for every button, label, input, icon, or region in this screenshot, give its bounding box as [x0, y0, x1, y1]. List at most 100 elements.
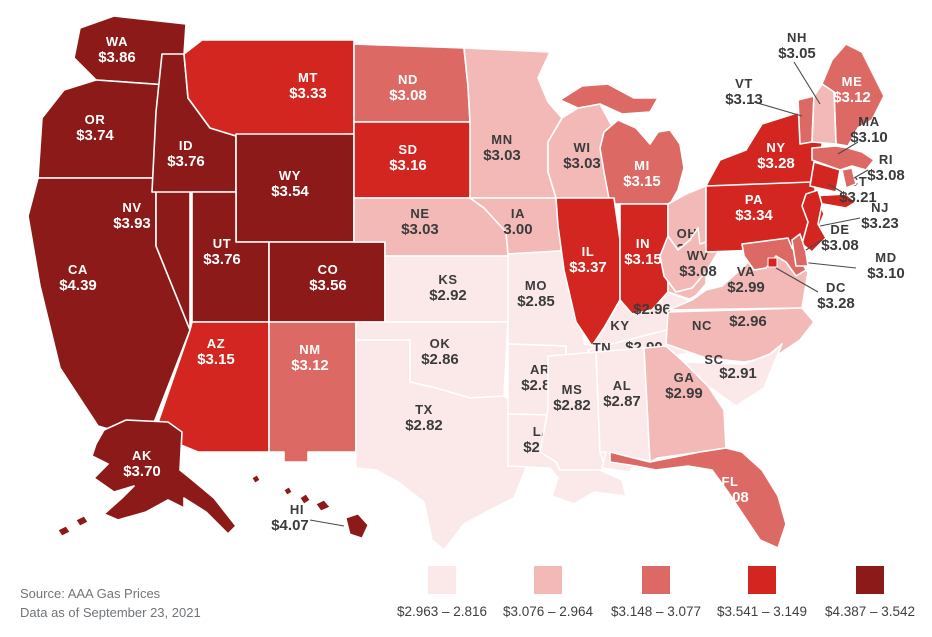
- legend-swatch-2: [534, 566, 562, 594]
- state-dc: DC $3.28: [767, 257, 855, 312]
- legend-swatch-4: [748, 566, 776, 594]
- legend-label-2: $3.076 – 2.964: [502, 604, 594, 619]
- state-mt: MT $3.33: [183, 39, 355, 137]
- state-mt-abbr: MT: [298, 70, 318, 85]
- state-ct-leader-line: [827, 183, 843, 193]
- state-sd: SD $3.16: [353, 121, 477, 199]
- state-in-abbr: IN: [636, 236, 650, 251]
- source-line-2: Data as of September 23, 2021: [20, 605, 201, 620]
- state-hi: HI $4.07: [251, 474, 369, 539]
- state-ar-abbr: AR: [530, 362, 550, 377]
- state-mn-price: $3.03: [483, 147, 521, 164]
- state-ca-price: $4.39: [59, 277, 97, 294]
- state-fl-abbr: FL: [721, 474, 738, 489]
- state-nd-price: $3.08: [389, 87, 427, 104]
- state-sc: SC $2.91: [683, 343, 783, 407]
- state-sd-abbr: SD: [398, 142, 417, 157]
- source-line-1: Source: AAA Gas Prices: [20, 586, 161, 601]
- state-ri-leader-line: [853, 169, 869, 179]
- us-choropleth-svg: WA $3.86 OR $3.74 CA $4.39 NV $3.93 ID $…: [27, 15, 905, 551]
- state-ct-price: $3.21: [839, 189, 877, 206]
- state-hi-island-1: [251, 474, 261, 484]
- state-vt: VT $3.13: [725, 76, 815, 145]
- state-ri-price: $3.08: [867, 167, 905, 184]
- state-hi-price: $4.07: [271, 517, 309, 534]
- state-sc-abbr: SC: [704, 352, 723, 367]
- state-ks: KS $2.92: [384, 255, 509, 323]
- state-nd: ND $3.08: [353, 43, 471, 123]
- state-nm: NM $3.12: [268, 321, 357, 463]
- state-ms: MS $2.82: [539, 351, 607, 471]
- legend: $2.963 – 2.816 $3.076 – 2.964 $3.148 – 3…: [0, 566, 932, 636]
- state-ma-abbr: MA: [858, 114, 879, 129]
- state-hi-island-2: [283, 486, 293, 496]
- state-de-shape: [791, 233, 809, 267]
- state-wa-abbr: WA: [106, 34, 128, 49]
- legend-item-2: $3.076 – 2.964: [493, 566, 603, 619]
- state-ky-abbr: KY: [610, 318, 629, 333]
- state-ma-price: $3.10: [850, 129, 888, 146]
- state-de-abbr: DE: [830, 222, 849, 237]
- state-ut: UT $3.76: [191, 191, 270, 323]
- state-mn: MN $3.03: [463, 47, 563, 199]
- state-nj: NJ $3.23: [801, 189, 899, 253]
- state-ma: MA $3.10: [811, 114, 888, 171]
- state-nh-abbr: NH: [787, 30, 807, 45]
- state-ia-abbr: IA: [511, 206, 525, 221]
- state-fl-price: $3.08: [711, 489, 749, 506]
- state-ct-shape: [809, 161, 841, 193]
- state-nj-shape: [801, 189, 827, 253]
- state-nj-leader-line: [819, 217, 861, 227]
- state-il-price: $3.37: [569, 259, 607, 276]
- state-sd-price: $3.16: [389, 157, 427, 174]
- state-mo-abbr: MO: [525, 278, 547, 293]
- legend-swatch-1: [428, 566, 456, 594]
- state-va-abbr: VA: [737, 264, 755, 279]
- state-hi-island-4: [315, 499, 331, 512]
- state-nm-abbr: NM: [299, 342, 320, 357]
- state-nh-leader-line: [793, 61, 821, 105]
- state-al-price: $2.87: [603, 393, 641, 410]
- state-md-abbr: MD: [875, 250, 896, 265]
- state-ms-price: $2.82: [553, 397, 591, 414]
- state-ak-abbr: AK: [132, 448, 152, 463]
- state-ks-abbr: KS: [438, 272, 457, 287]
- state-wi: WI $3.03: [547, 103, 615, 199]
- state-mi-price: $3.15: [623, 173, 661, 190]
- state-mt-price: $3.33: [289, 85, 327, 102]
- state-ny-abbr: NY: [766, 140, 785, 155]
- state-wy-price: $3.54: [271, 183, 309, 200]
- state-ga-price: $2.99: [665, 385, 703, 402]
- state-hi-island-3: [299, 493, 311, 505]
- state-mo-price: $2.85: [517, 293, 555, 310]
- state-ak-shape: [91, 419, 237, 535]
- legend-label-3: $3.148 – 3.077: [610, 604, 702, 619]
- state-fl: FL $3.08: [609, 447, 787, 549]
- state-sc-price: $2.91: [719, 365, 757, 382]
- state-de-price: $3.08: [821, 237, 859, 254]
- state-tx-price: $2.82: [405, 417, 443, 434]
- state-wy: WY $3.54: [235, 133, 355, 243]
- state-wy-abbr: WY: [279, 168, 301, 183]
- state-pa: PA $3.34: [705, 173, 825, 253]
- state-mn-shape: [463, 47, 563, 199]
- state-ky-price: $2.96: [633, 301, 671, 318]
- state-nv-price: $3.93: [113, 215, 151, 232]
- state-md-shape: [741, 237, 807, 277]
- state-nh-price: $3.05: [778, 45, 816, 62]
- state-in: IN $3.15: [619, 203, 669, 315]
- state-pa-abbr: PA: [745, 192, 763, 207]
- legend-item-4: $3.541 – 3.149: [707, 566, 817, 619]
- state-tx-shape: [355, 339, 541, 551]
- state-ok-abbr: OK: [430, 336, 451, 351]
- source-note: Source: AAA Gas Prices Data as of Septem…: [20, 584, 201, 622]
- state-fl-shape: [609, 447, 787, 549]
- state-vt-abbr: VT: [735, 76, 753, 91]
- legend-swatch-3: [642, 566, 670, 594]
- state-nh: NH $3.05: [778, 30, 837, 145]
- state-vt-price: $3.13: [725, 91, 763, 108]
- state-dc-abbr: DC: [826, 280, 846, 295]
- state-ks-price: $2.92: [429, 287, 467, 304]
- legend-label-1: $2.963 – 2.816: [396, 604, 488, 619]
- state-az-price: $3.15: [197, 351, 235, 368]
